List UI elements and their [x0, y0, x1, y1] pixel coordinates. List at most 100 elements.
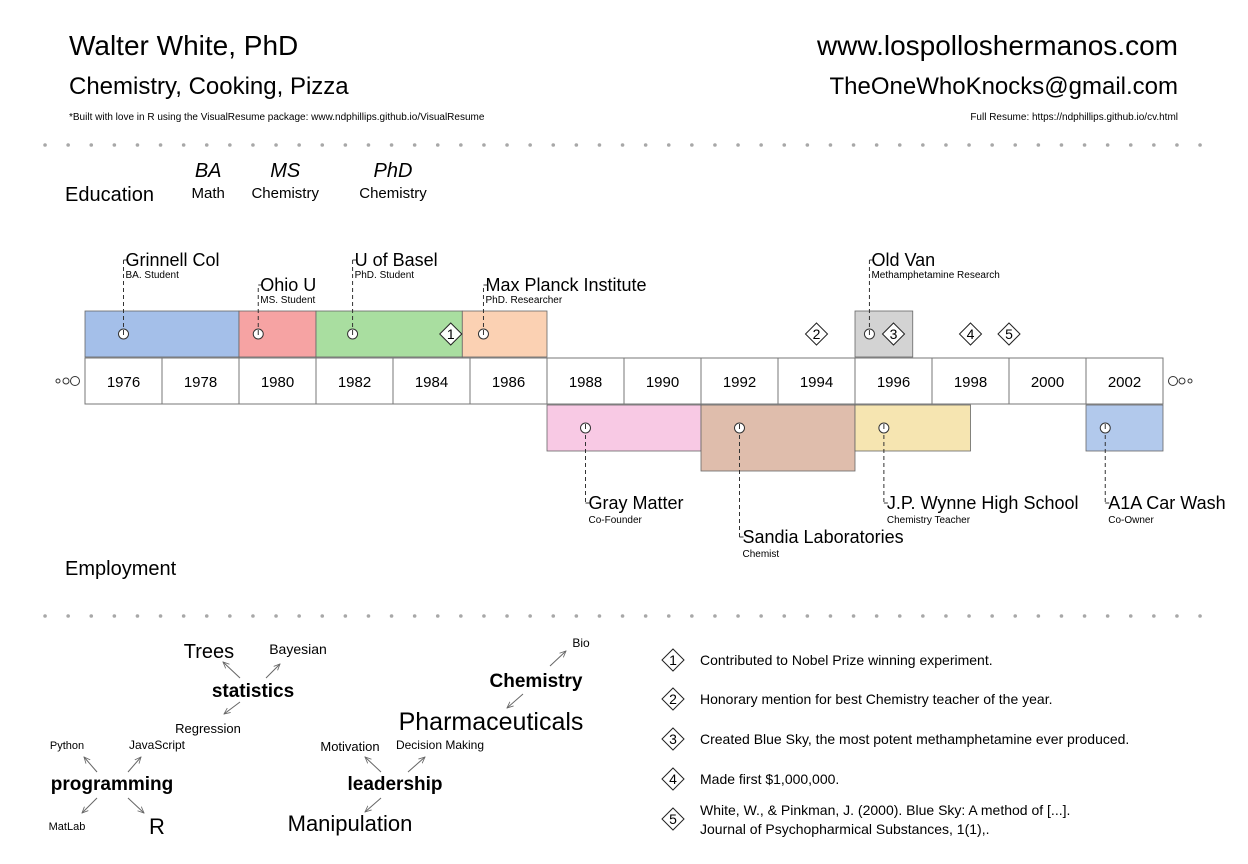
skill-child: Bio	[572, 636, 590, 650]
full-resume-link: Full Resume: https://ndphillips.github.i…	[970, 112, 1178, 123]
year-cell	[1085, 357, 1164, 405]
email: TheOneWhoKnocks@gmail.com	[830, 73, 1179, 100]
year-cell	[854, 357, 933, 405]
timeline-item-title: A1A Car Wash	[1108, 493, 1225, 513]
skill-main: statistics	[212, 681, 294, 702]
legend-diamond	[661, 687, 685, 711]
milestone-diamond-number: 5	[1005, 326, 1013, 342]
legend-diamond	[661, 767, 685, 791]
skill-arrow	[223, 662, 241, 679]
skill-main: Chemistry	[490, 671, 583, 692]
milestone-description-line2: Journal of Psychopharmical Substances, 1…	[700, 821, 989, 837]
milestone-diamond	[439, 322, 463, 346]
year-axis: 1976 1978 1980 1982 1984 1986 1988 1990 1992 1994…	[55, 357, 1193, 405]
year-tick-label: 1996	[877, 374, 910, 391]
skill-arrow	[82, 797, 98, 813]
legend-diamond	[661, 807, 685, 831]
skill-child: Regression	[175, 721, 241, 736]
skill-arrow	[127, 797, 144, 813]
skill-arrow	[127, 757, 141, 773]
skill-arrow	[84, 757, 98, 773]
degree-field: Math	[192, 185, 225, 202]
year-tick-label: 2002	[1108, 374, 1141, 391]
skill-arrow	[549, 651, 566, 667]
year-tick-label: 1992	[723, 374, 756, 391]
timeline-item-subtitle: Chemistry Teacher	[887, 515, 971, 526]
milestone-description: White, W., & Pinkman, J. (2000). Blue Sk…	[700, 802, 1070, 818]
education-bar	[315, 310, 463, 358]
milestone-description: Honorary mention for best Chemistry teac…	[700, 691, 1053, 707]
milestone-diamond-number: 3	[890, 326, 898, 342]
timeline-item-title: U of Basel	[355, 250, 438, 270]
employment-bar	[546, 404, 702, 452]
year-cell	[392, 357, 471, 405]
education-bar	[84, 310, 240, 358]
interests: Chemistry, Cooking, Pizza	[69, 73, 349, 100]
timeline-item-subtitle: Co-Owner	[1108, 515, 1154, 526]
education-bar	[461, 310, 548, 358]
milestone-diamond	[804, 322, 829, 346]
year-tick-label: 1986	[492, 374, 525, 391]
website: www.lospolloshermanos.com	[816, 30, 1178, 61]
year-cell	[1008, 357, 1087, 405]
skill-arrow	[265, 664, 280, 679]
milestone-diamond	[881, 322, 906, 346]
milestone-diamond	[958, 322, 983, 346]
timeline-item-subtitle: Chemist	[743, 549, 780, 560]
degrees: BA Math MS Chemistry PhD Chemistry	[192, 160, 428, 202]
skill-arrow	[507, 693, 524, 708]
milestone-description: Made first $1,000,000.	[700, 771, 839, 787]
milestone-diamond-number: 2	[813, 326, 821, 342]
year-cell	[623, 357, 702, 405]
education-section-label: Education	[65, 184, 154, 206]
year-cell	[700, 357, 779, 405]
milestone-description: Created Blue Sky, the most potent metham…	[700, 731, 1129, 747]
employment-bar	[854, 404, 971, 452]
axis-endcap-left	[62, 377, 70, 385]
axis-endcap-left	[55, 378, 61, 384]
person-name: Walter White, PhD	[69, 30, 298, 61]
skill-child: Manipulation	[288, 811, 413, 836]
milestone-legend: 1 Contributed to Nobel Prize winning expe…	[661, 648, 1129, 837]
timeline-item-title: Old Van	[871, 250, 935, 270]
skill-child: R	[149, 814, 165, 839]
year-tick-label: 1994	[800, 374, 833, 391]
milestone-diamond-number: 1	[447, 326, 455, 342]
employment-bar	[1085, 404, 1164, 452]
employment-section-label: Employment	[65, 558, 177, 580]
timeline-item-subtitle: PhD. Researcher	[485, 295, 562, 306]
skill-main: leadership	[347, 774, 442, 795]
timeline-item-title: Max Planck Institute	[485, 275, 646, 295]
degree-name: MS	[270, 160, 301, 182]
skill-trees: statistics Trees Bayesian Regression program…	[49, 636, 590, 839]
legend-diamond-number: 5	[669, 811, 677, 827]
degree-field: Chemistry	[359, 185, 427, 202]
legend-diamond-number: 1	[669, 652, 677, 668]
milestone-diamond	[997, 322, 1021, 346]
axis-endcap-right	[1168, 376, 1178, 386]
degree-name: PhD	[374, 160, 413, 182]
timeline-item-title: Grinnell Col	[126, 250, 220, 270]
year-cell	[238, 357, 317, 405]
skill-arrow	[365, 797, 382, 812]
timeline-item-title: J.P. Wynne High School	[887, 493, 1079, 513]
year-cell	[84, 357, 163, 405]
legend-diamond-number: 4	[669, 771, 677, 787]
axis-endcap-right	[1187, 378, 1193, 384]
year-tick-label: 1984	[415, 374, 448, 391]
skill-child: Decision Making	[396, 738, 484, 752]
year-tick-label: 2000	[1031, 374, 1064, 391]
timeline-item-subtitle: MS. Student	[260, 295, 315, 306]
skill-child: Bayesian	[269, 641, 327, 657]
year-tick-label: 1976	[107, 374, 140, 391]
year-cell	[315, 357, 394, 405]
skill-child: Trees	[184, 641, 234, 663]
timeline-item-subtitle: Co-Founder	[589, 515, 643, 526]
timeline-item-title: Gray Matter	[589, 493, 684, 513]
skill-arrow	[365, 757, 382, 773]
degree-field: Chemistry	[251, 185, 319, 202]
year-tick-label: 1980	[261, 374, 294, 391]
legend-diamond	[661, 648, 685, 672]
year-cell	[931, 357, 1010, 405]
